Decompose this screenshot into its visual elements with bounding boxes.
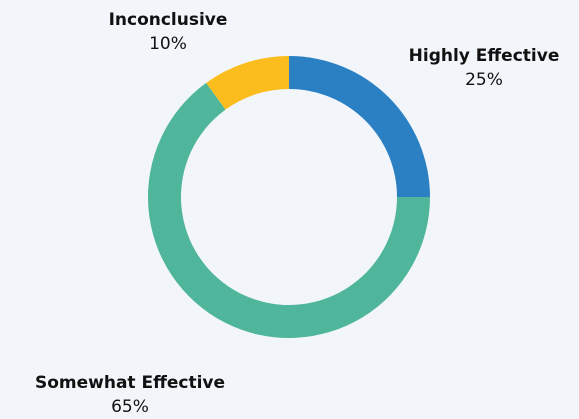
segment-label: Highly Effective [409,46,560,66]
donut-segment [289,56,430,197]
segment-value: 10% [149,34,187,54]
segment-label: Somewhat Effective [35,373,225,393]
segment-value: 25% [465,70,503,90]
donut-segment [206,56,289,110]
segment-label: Inconclusive [109,10,228,30]
segment-value: 65% [111,397,149,417]
